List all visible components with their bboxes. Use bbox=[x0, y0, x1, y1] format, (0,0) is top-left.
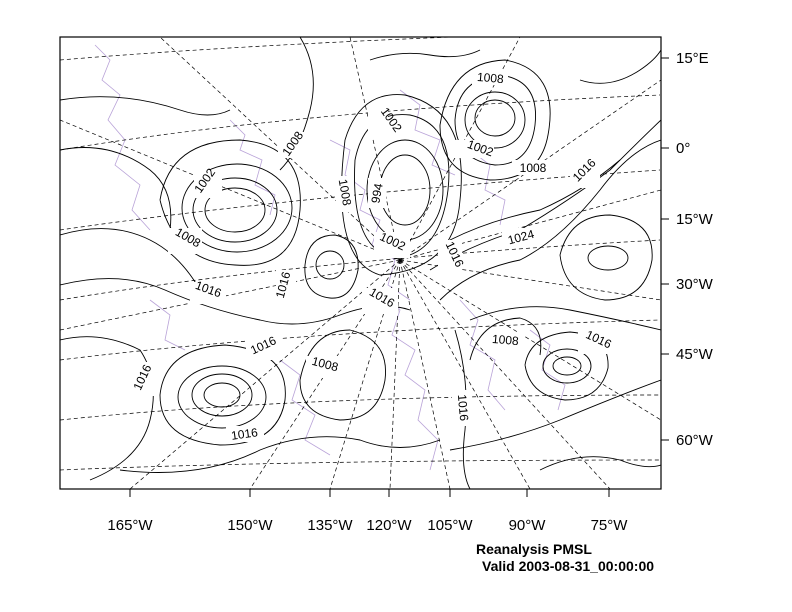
contour-labels: 1008 1002 1002 1008 1008 1016 1002 1008 … bbox=[130, 70, 616, 443]
contour-label: 1008 bbox=[491, 332, 519, 348]
tick-marks bbox=[129, 57, 669, 497]
bottom-axis-labels: 165°W 150°W 135°W 120°W 105°W 90°W 75°W bbox=[107, 517, 628, 534]
contour-label: 1008 bbox=[336, 178, 354, 207]
lat-label: 15°E bbox=[676, 50, 709, 67]
lon-label: 150°W bbox=[227, 517, 273, 534]
lon-label: 120°W bbox=[366, 517, 412, 534]
plot-frame bbox=[59, 36, 662, 490]
caption-title: Reanalysis PMSL bbox=[476, 541, 592, 557]
contour-label: 1024 bbox=[506, 227, 536, 248]
contour-label: 1008 bbox=[310, 354, 340, 375]
lon-label: 90°W bbox=[509, 517, 547, 534]
contour-label: 1008 bbox=[520, 161, 547, 175]
lon-label: 135°W bbox=[307, 517, 353, 534]
contour-label: 1016 bbox=[230, 425, 259, 443]
lat-label: 0° bbox=[676, 140, 690, 157]
lon-label: 105°W bbox=[427, 517, 473, 534]
lon-label: 165°W bbox=[107, 517, 153, 534]
lon-label: 75°W bbox=[591, 517, 629, 534]
caption-valid: Valid 2003-08-31_00:00:00 bbox=[482, 558, 655, 574]
right-axis-labels: 15°E 0° 15°W 30°W 45°W 60°W bbox=[676, 50, 714, 449]
contour-label: 1008 bbox=[476, 70, 504, 86]
lat-label: 30°W bbox=[676, 276, 714, 293]
contour-label: 994 bbox=[368, 182, 385, 204]
isobars bbox=[60, 37, 661, 489]
contour-label: 1016 bbox=[273, 270, 294, 300]
lat-label: 15°W bbox=[676, 211, 714, 228]
contour-label: 1016 bbox=[455, 394, 471, 422]
coastlines bbox=[94, 44, 566, 471]
lat-label: 45°W bbox=[676, 346, 714, 363]
lat-label: 60°W bbox=[676, 432, 714, 449]
